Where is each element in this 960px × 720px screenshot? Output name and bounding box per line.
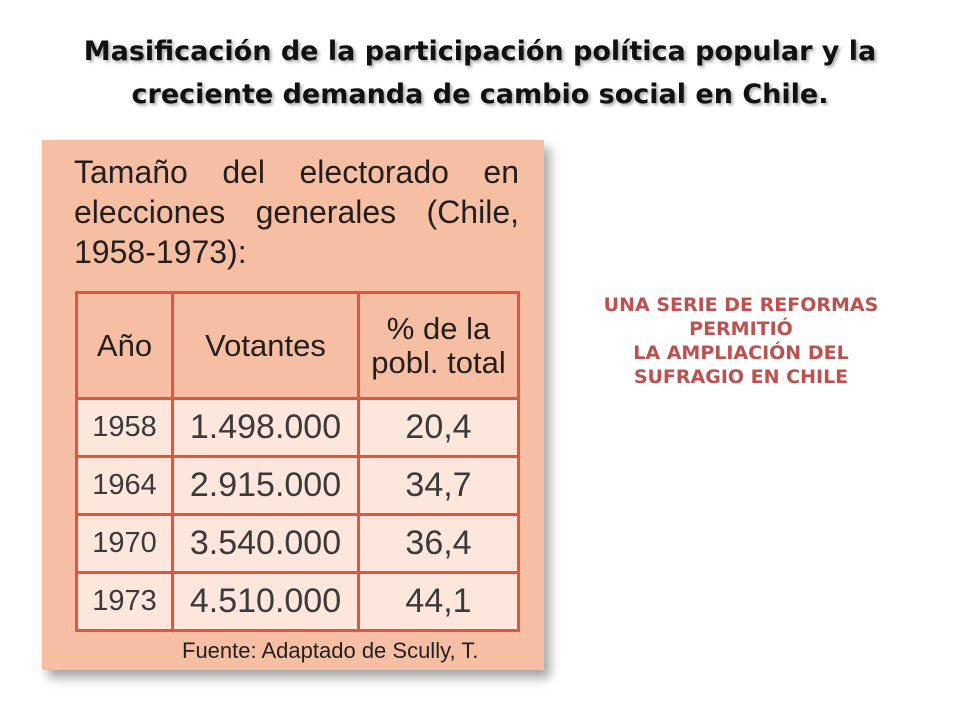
table-heading-line-2: elecciones generales (Chile,	[74, 194, 519, 230]
header-voters: Votantes	[171, 291, 360, 400]
electorate-card: Tamaño del electorado en elecciones gene…	[42, 140, 544, 670]
cell-voters: 3.540.000	[171, 513, 360, 574]
slide-title: Masificación de la participación polític…	[40, 30, 920, 116]
header-percent: % de la pobl. total	[357, 291, 520, 400]
reforms-note-line-2: PERMITIÓ	[689, 318, 793, 340]
header-percent-line-1: % de la	[386, 310, 491, 346]
cell-voters: 2.915.000	[171, 455, 360, 516]
cell-percent: 20,4	[357, 397, 520, 458]
cell-percent: 44,1	[357, 571, 520, 632]
cell-year: 1958	[75, 397, 174, 458]
table-row: 1958 1.498.000 20,4	[75, 397, 520, 458]
table-heading-line-3: 1958-1973):	[74, 234, 247, 270]
reforms-note-line-1: UNA SERIE DE REFORMAS	[603, 294, 879, 316]
cell-year: 1970	[75, 513, 174, 574]
reforms-note-line-4: SUFRAGIO EN CHILE	[633, 366, 849, 388]
slide-title-line-1: Masificación de la participación polític…	[83, 36, 877, 67]
source-note: Fuente: Adaptado de Scully, T.	[182, 638, 479, 663]
cell-year: 1973	[75, 571, 174, 632]
cell-year: 1964	[75, 455, 174, 516]
cell-percent: 36,4	[357, 513, 520, 574]
cell-voters: 1.498.000	[171, 397, 360, 458]
reforms-note-line-3: LA AMPLIACIÓN DEL	[633, 342, 849, 364]
cell-percent: 34,7	[357, 455, 520, 516]
reforms-note: UNA SERIE DE REFORMAS PERMITIÓ LA AMPLIA…	[576, 293, 906, 389]
slide-title-line-2: creciente demanda de cambio social en Ch…	[131, 79, 829, 110]
table-heading-line-1: Tamaño del electorado en	[74, 154, 519, 190]
table-header-row: Año Votantes % de la pobl. total	[75, 291, 520, 400]
table-row: 1970 3.540.000 36,4	[75, 513, 520, 574]
table-heading: Tamaño del electorado en elecciones gene…	[74, 152, 519, 272]
header-year: Año	[75, 291, 174, 400]
cell-voters: 4.510.000	[171, 571, 360, 632]
table-row: 1973 4.510.000 44,1	[75, 571, 520, 632]
table-row: 1964 2.915.000 34,7	[75, 455, 520, 516]
header-percent-line-2: pobl. total	[371, 344, 506, 380]
electorate-table: Año Votantes % de la pobl. total 1958 1.…	[75, 291, 520, 632]
